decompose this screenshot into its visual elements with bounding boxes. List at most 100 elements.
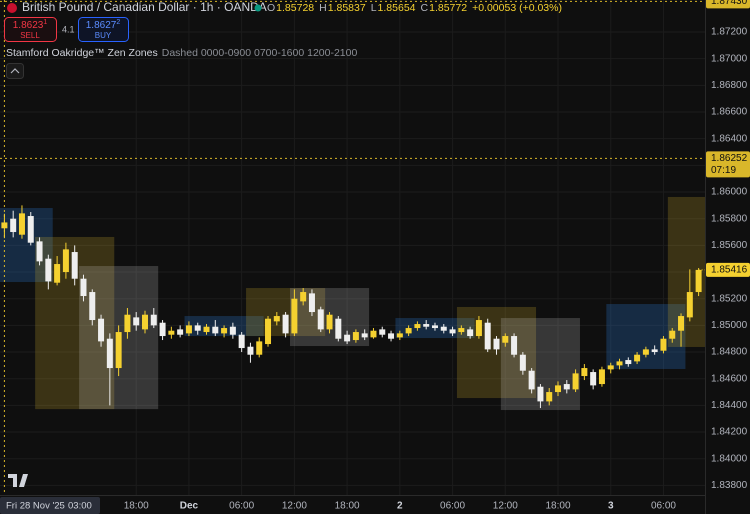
candle-body xyxy=(528,370,535,390)
candle-body xyxy=(124,314,131,333)
candle-body xyxy=(62,249,69,273)
candle-body xyxy=(150,314,157,326)
candle-body xyxy=(467,329,474,337)
candle-body xyxy=(317,309,324,330)
x-tick-label: 18:00 xyxy=(545,501,570,512)
y-tick-label: 1.86400 xyxy=(711,133,748,144)
x-tick-label: 3 xyxy=(608,501,614,512)
candle-body xyxy=(229,326,236,335)
candle-body xyxy=(405,328,412,334)
candle-body xyxy=(414,324,421,329)
y-tick-label: 1.86600 xyxy=(711,107,748,118)
candle-body xyxy=(106,338,113,369)
candle-body xyxy=(89,292,96,321)
candle-body xyxy=(265,318,272,345)
y-tick-label: 1.84400 xyxy=(711,400,748,411)
candle-body xyxy=(625,360,632,365)
crosshair-label-box xyxy=(0,497,100,514)
candle-body xyxy=(10,218,17,233)
symbol-title: British Pound / Canadian Dollar · 1h · O… xyxy=(22,0,267,14)
y-tick-label: 1.85800 xyxy=(711,213,748,224)
x-tick-label: 06:00 xyxy=(229,501,254,512)
candle-body xyxy=(634,354,641,362)
buy-pip: 2 xyxy=(116,19,120,26)
y-tick-label: 1.84000 xyxy=(711,453,748,464)
sell-price-main: 1.8623 xyxy=(13,20,44,31)
x-tick-label: 18:00 xyxy=(335,501,360,512)
y-tick-label: 1.86800 xyxy=(711,80,748,91)
x-tick-label: 18:00 xyxy=(124,501,149,512)
y-tick-label: 1.83800 xyxy=(711,480,748,491)
candle-body xyxy=(141,314,148,330)
candle-body xyxy=(651,349,658,353)
candle-body xyxy=(203,326,210,333)
candle-body xyxy=(537,386,544,402)
price-line-label-box xyxy=(706,0,750,9)
ohlc-label: C xyxy=(421,2,429,14)
candle-body xyxy=(449,329,456,334)
candle-body xyxy=(115,332,122,369)
collapse-icon xyxy=(10,68,20,74)
candle-body xyxy=(238,334,245,349)
candle-body xyxy=(212,326,219,334)
candle-body xyxy=(519,354,526,371)
candle-body xyxy=(440,326,447,331)
candle-body xyxy=(36,241,43,262)
candle-body xyxy=(379,329,386,335)
session-zone xyxy=(0,208,53,283)
spread: 4.1 xyxy=(62,24,75,34)
ohlc-label: L xyxy=(371,2,377,14)
candle-body xyxy=(695,269,702,293)
x-tick-label: 06:00 xyxy=(651,501,676,512)
candle-body xyxy=(660,338,667,351)
y-tick-label: 1.84600 xyxy=(711,373,748,384)
candle-body xyxy=(563,384,570,390)
candle-body xyxy=(669,330,676,339)
market-status xyxy=(254,4,262,12)
last-price-label: 1.85416 xyxy=(711,265,748,276)
ohlc-value: 1.85837 xyxy=(328,2,366,14)
candle-body xyxy=(335,318,342,339)
candle-body xyxy=(185,325,192,334)
candle-body xyxy=(273,316,280,322)
candle-body xyxy=(80,278,87,297)
candle-body xyxy=(616,361,623,366)
candle-body xyxy=(546,392,553,402)
candle-body xyxy=(361,333,368,338)
candle-body xyxy=(221,328,228,334)
y-tick-label: 1.85000 xyxy=(711,320,748,331)
y-tick-label: 1.85600 xyxy=(711,240,748,251)
candle-body xyxy=(308,293,315,313)
candle-body xyxy=(484,322,491,350)
header: British Pound / Canadian Dollar · 1h · O… xyxy=(4,0,562,487)
candle-body xyxy=(431,325,438,329)
candle-body xyxy=(493,338,500,350)
y-tick-label: 1.84200 xyxy=(711,427,748,438)
buy-button[interactable] xyxy=(78,17,129,42)
y-tick-label: 1.86000 xyxy=(711,187,748,198)
candle-body xyxy=(502,336,509,343)
candle-body xyxy=(326,314,333,330)
sell-button[interactable] xyxy=(4,17,57,42)
y-tick-label: 1.85200 xyxy=(711,293,748,304)
crosshair-date: Fri 28 Nov '25 xyxy=(6,501,65,512)
ohlc-value: 1.85654 xyxy=(378,2,416,14)
candle-body xyxy=(300,292,307,302)
countdown: 07:19 xyxy=(711,165,736,176)
candle-body xyxy=(291,298,298,334)
candle-body xyxy=(18,213,25,235)
candle-body xyxy=(598,369,605,385)
candle-body xyxy=(388,333,395,339)
x-tick-label: 2 xyxy=(397,501,403,512)
candle-body xyxy=(159,322,166,337)
price-line-label-box xyxy=(706,151,750,178)
symbol-icon xyxy=(7,3,17,13)
collapse-button[interactable] xyxy=(6,63,24,79)
candle-body xyxy=(396,333,403,338)
candle-body xyxy=(581,368,588,377)
x-tick-label: 06:00 xyxy=(440,501,465,512)
candle-body xyxy=(370,330,377,338)
last-price-box xyxy=(706,262,750,277)
candle-body xyxy=(423,324,430,327)
